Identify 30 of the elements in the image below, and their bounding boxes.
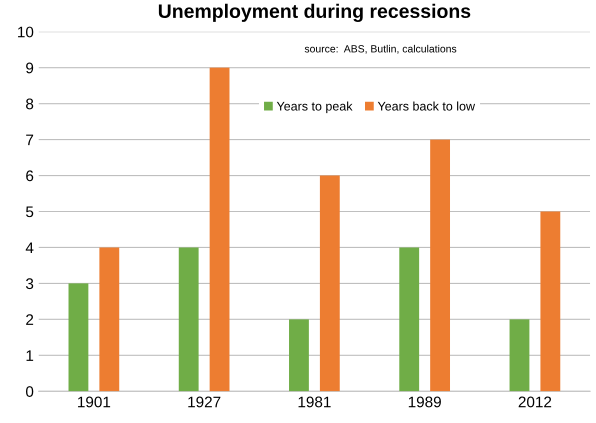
bar	[210, 68, 230, 392]
y-tick-label: 8	[26, 98, 34, 110]
y-tick-label: 5	[26, 206, 34, 218]
bar	[99, 247, 120, 392]
bar	[178, 247, 199, 392]
x-tick-label: 1981	[298, 396, 331, 408]
y-tick-label: 10	[18, 26, 34, 38]
bar	[289, 319, 309, 392]
legend-label: Years back to low	[378, 101, 476, 111]
chart-title: Unemployment during recessions	[158, 4, 470, 22]
bar	[510, 319, 530, 392]
y-tick-label: 0	[26, 386, 34, 397]
bar	[540, 212, 560, 392]
x-tick-label: 1901	[78, 396, 110, 408]
y-tick-label: 4	[26, 242, 34, 253]
bar	[430, 140, 450, 392]
x-tick-label: 2012	[518, 396, 552, 408]
y-tick-label: 9	[26, 62, 34, 74]
bar	[68, 283, 88, 392]
bar	[399, 247, 420, 392]
y-tick-label: 2	[26, 314, 34, 325]
bar	[320, 176, 340, 392]
legend-label: Years to peak	[276, 101, 353, 114]
annotation: source: ABS, Butlin, calculations	[304, 44, 456, 54]
x-tick-label: 1927	[188, 396, 220, 408]
y-tick-label: 1	[26, 350, 34, 361]
x-tick-label: 1989	[408, 396, 441, 408]
y-tick-label: 7	[26, 134, 34, 146]
y-tick-label: 6	[26, 170, 34, 182]
y-tick-label: 3	[26, 278, 34, 290]
